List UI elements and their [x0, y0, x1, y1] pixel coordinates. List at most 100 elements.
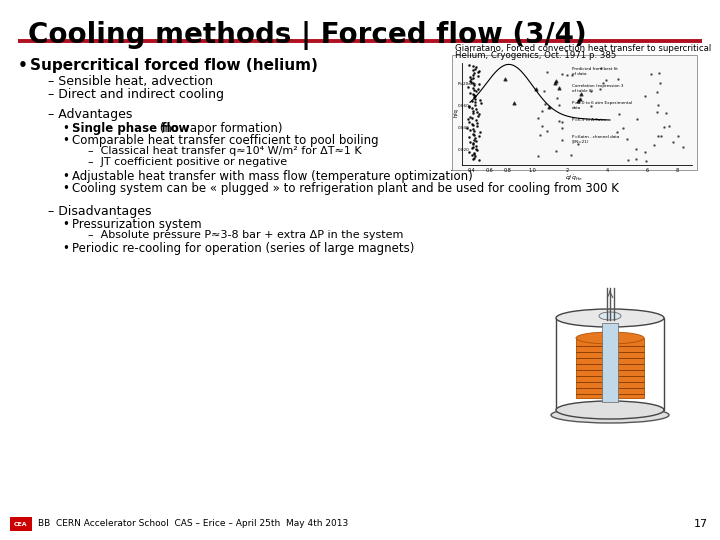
Point [639, 91, 650, 100]
Text: $\dot{q}/\dot{q}_{He}$: $\dot{q}/\dot{q}_{He}$ [565, 173, 583, 183]
Point [466, 104, 477, 113]
Text: 0.6: 0.6 [486, 168, 494, 173]
Text: BB  CERN Accelerator School  CAS – Erice – April 25th  May 4th 2013: BB CERN Accelerator School CAS – Erice –… [38, 519, 348, 529]
Point [467, 144, 478, 152]
Point [630, 145, 642, 153]
Point [539, 100, 551, 109]
Point [467, 154, 478, 163]
Point [630, 155, 642, 164]
Point [508, 99, 520, 108]
Point [470, 116, 482, 125]
Text: 8: 8 [675, 168, 678, 173]
Point [667, 138, 679, 147]
Point [613, 110, 625, 119]
Text: Cooling system can be « plugged » to refrigeration plant and be used for cooling: Cooling system can be « plugged » to ref… [72, 182, 619, 195]
Point [469, 94, 480, 103]
Point [462, 115, 474, 124]
Point [470, 137, 482, 145]
Point [468, 143, 480, 151]
Point [541, 68, 552, 77]
Ellipse shape [556, 309, 664, 327]
Point [473, 132, 485, 140]
Text: 4: 4 [606, 168, 608, 173]
Point [533, 152, 544, 160]
Text: Correlation (expression 3
of table II): Correlation (expression 3 of table II) [572, 84, 624, 92]
Point [553, 117, 564, 126]
Point [464, 112, 476, 121]
Point [464, 89, 475, 97]
Point [645, 70, 657, 78]
Text: 1.0: 1.0 [528, 168, 536, 173]
Point [468, 150, 480, 158]
Point [536, 107, 548, 116]
Point [464, 73, 476, 82]
Ellipse shape [556, 401, 664, 419]
Text: •: • [62, 134, 69, 147]
Point [469, 141, 481, 150]
Point [572, 139, 584, 148]
Point [468, 153, 480, 162]
Text: Comparable heat transfer coefficient to pool boiling: Comparable heat transfer coefficient to … [72, 134, 379, 147]
Text: CEA: CEA [14, 522, 28, 526]
Point [464, 76, 476, 85]
Point [621, 134, 633, 143]
Point [662, 122, 674, 130]
Point [572, 97, 584, 106]
Point [463, 60, 474, 69]
Point [472, 122, 483, 131]
Text: •: • [18, 58, 28, 73]
Point [466, 78, 477, 86]
Text: P=6atm ..channel data
(J/N=21): P=6atm ..channel data (J/N=21) [572, 135, 619, 144]
Point [530, 85, 541, 93]
Text: – Disadvantages: – Disadvantages [48, 205, 151, 218]
Bar [10, 517, 32, 531]
Point [573, 96, 585, 105]
Point [475, 99, 487, 108]
Text: Giarratano, Forced convection heat transfer to supercritical: Giarratano, Forced convection heat trans… [455, 44, 711, 53]
Point [467, 121, 479, 130]
Point [551, 94, 562, 103]
Text: P=2.0 to 6 atm Experimental
data: P=2.0 to 6 atm Experimental data [572, 101, 632, 110]
Point [466, 151, 477, 159]
Point [467, 65, 479, 74]
Point [649, 140, 660, 149]
Point [463, 102, 474, 110]
Point [472, 146, 483, 154]
Text: Periodic re-cooling for operation (series of large magnets): Periodic re-cooling for operation (serie… [72, 242, 415, 255]
Ellipse shape [576, 332, 644, 344]
Point [464, 126, 475, 134]
Text: 0.8: 0.8 [503, 168, 511, 173]
Text: 0.040: 0.040 [458, 126, 469, 130]
Text: 6: 6 [645, 168, 649, 173]
Point [469, 69, 480, 78]
Point [557, 124, 568, 133]
Point [594, 84, 606, 93]
Point [678, 143, 689, 151]
Point [469, 93, 480, 102]
Text: 17: 17 [694, 519, 708, 529]
Point [618, 124, 629, 132]
Point [565, 151, 577, 159]
Point [462, 82, 474, 91]
Point [472, 68, 484, 77]
Point [557, 136, 568, 144]
Point [468, 91, 480, 99]
Point [598, 79, 609, 87]
Point [471, 107, 482, 116]
Point [631, 115, 642, 124]
Point [465, 75, 477, 84]
Point [472, 111, 484, 120]
Text: –  Absolute pressure P≈3-8 bar + extra ΔP in the system: – Absolute pressure P≈3-8 bar + extra ΔP… [88, 230, 403, 240]
Point [466, 119, 477, 128]
Point [464, 133, 475, 141]
Point [541, 126, 553, 135]
Text: – Sensible heat, advection: – Sensible heat, advection [48, 75, 213, 88]
Point [611, 127, 623, 136]
Text: 0.4: 0.4 [468, 168, 476, 173]
Point [551, 146, 562, 155]
Point [566, 71, 577, 80]
Point [469, 134, 480, 143]
Point [585, 102, 596, 110]
Point [544, 103, 555, 111]
Point [641, 157, 652, 165]
